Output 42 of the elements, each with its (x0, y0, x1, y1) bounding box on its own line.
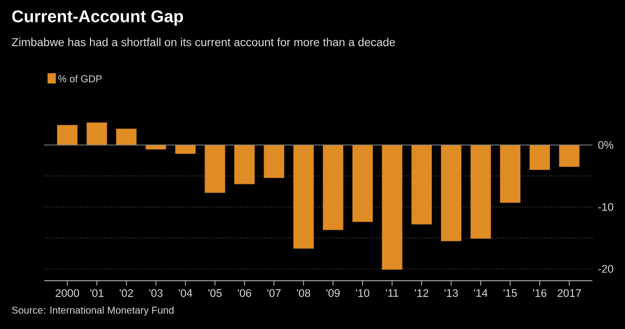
bar (500, 144, 520, 203)
bar (559, 144, 580, 167)
bar (116, 128, 137, 146)
source-note: Source: International Monetary Fund (12, 306, 174, 316)
bar (204, 144, 226, 193)
bar (86, 122, 108, 146)
x-tick-label: '11 (386, 289, 398, 297)
x-tick-label: '06 (238, 289, 252, 297)
x-tick-label: 2017 (558, 289, 581, 297)
legend-label: % of GDP (58, 75, 102, 82)
x-tick-label: '03 (149, 289, 163, 297)
x-tick-label: '04 (178, 289, 192, 297)
bar (175, 144, 196, 154)
x-tick-label: '15 (504, 289, 517, 297)
chart-title: Current-Account Gap (12, 10, 184, 26)
bar (264, 144, 284, 178)
bar (411, 144, 432, 224)
y-tick-label: 0% (598, 141, 614, 149)
x-tick-label: '01 (90, 289, 104, 297)
x-tick-label: '14 (474, 289, 488, 297)
bar (382, 144, 402, 270)
bar (440, 144, 462, 242)
bar (293, 144, 314, 249)
x-tick-label: 2000 (56, 289, 80, 297)
bar (57, 124, 78, 146)
y-tick-label: -20 (598, 265, 614, 273)
x-tick-label: '05 (208, 289, 222, 297)
x-tick-label: '10 (356, 289, 370, 297)
chart-subtitle: Zimbabwe has had a shortfall on its current account for more than a decade (12, 38, 395, 46)
x-tick-label: '16 (533, 289, 546, 297)
x-tick-label: '07 (267, 289, 281, 297)
bar (322, 144, 344, 230)
y-tick-label: -10 (598, 203, 614, 211)
x-tick-label: '09 (326, 289, 340, 297)
bar (352, 144, 373, 222)
x-tick-label: '12 (415, 289, 428, 297)
bar (234, 144, 255, 184)
x-tick-label: '13 (444, 289, 458, 297)
x-tick-label: '08 (296, 289, 310, 297)
x-tick-label: '02 (120, 289, 133, 297)
bar (530, 144, 550, 170)
bar (470, 144, 491, 239)
